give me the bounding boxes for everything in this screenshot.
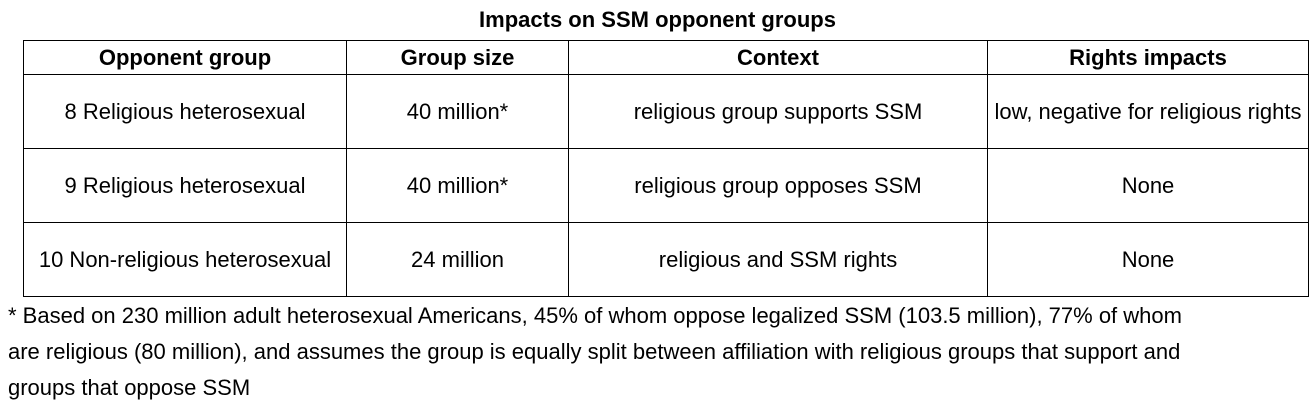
cell-opponent-group: 10 Non-religious heterosexual bbox=[23, 222, 347, 297]
table-row: 9 Religious heterosexual 40 million* rel… bbox=[23, 148, 1309, 223]
header-rights-impacts: Rights impacts bbox=[987, 40, 1309, 75]
cell-opponent-group: 8 Religious heterosexual bbox=[23, 74, 347, 149]
table-title: Impacts on SSM opponent groups bbox=[479, 7, 836, 32]
header-context: Context bbox=[568, 40, 988, 75]
header-group-size: Group size bbox=[346, 40, 569, 75]
cell-context: religious group supports SSM bbox=[568, 74, 988, 149]
table-header-row: Opponent group Group size Context Rights… bbox=[23, 40, 1309, 75]
table-row: 8 Religious heterosexual 40 million* rel… bbox=[23, 74, 1309, 149]
cell-rights-impacts: None bbox=[987, 148, 1309, 223]
cell-rights-impacts: low, negative for religious rights bbox=[987, 74, 1309, 149]
cell-group-size: 40 million* bbox=[346, 148, 569, 223]
cell-group-size: 40 million* bbox=[346, 74, 569, 149]
cell-context: religious and SSM rights bbox=[568, 222, 988, 297]
cell-context: religious group opposes SSM bbox=[568, 148, 988, 223]
cell-group-size: 24 million bbox=[346, 222, 569, 297]
header-opponent-group: Opponent group bbox=[23, 40, 347, 75]
cell-opponent-group: 9 Religious heterosexual bbox=[23, 148, 347, 223]
impacts-table: Opponent group Group size Context Rights… bbox=[23, 40, 1309, 297]
footnote: * Based on 230 million adult heterosexua… bbox=[8, 303, 1182, 400]
cell-rights-impacts: None bbox=[987, 222, 1309, 297]
table-row: 10 Non-religious heterosexual 24 million… bbox=[23, 222, 1309, 297]
